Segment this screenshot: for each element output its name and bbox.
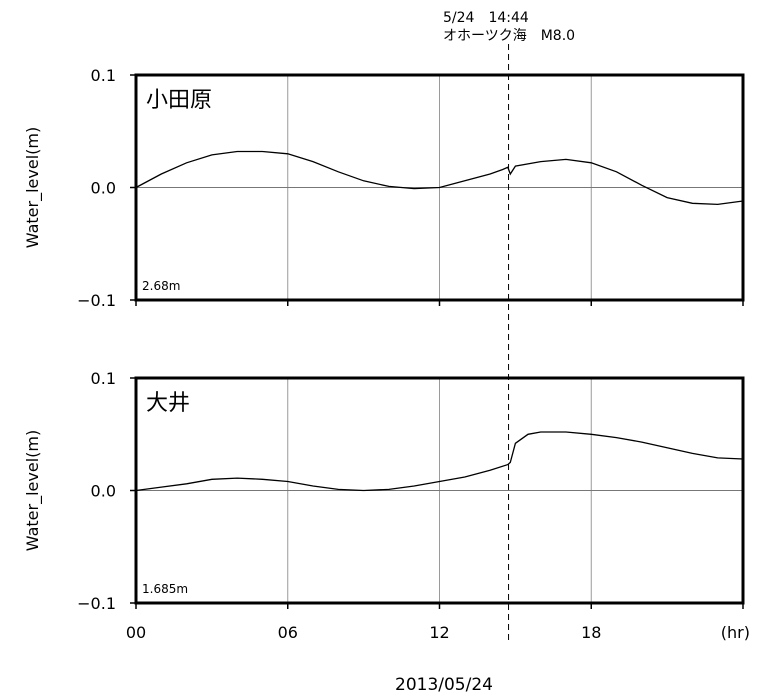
base-level-label: 2.68m	[142, 279, 180, 293]
y-tick-label: −0.1	[77, 594, 116, 613]
y-tick-label: 0.0	[91, 179, 116, 198]
x-tick-label: 06	[278, 623, 298, 642]
y-tick-label: −0.1	[77, 291, 116, 310]
event-time-label: 5/24 14:44	[443, 10, 529, 26]
event-description: オホーツク海 M8.0	[443, 28, 575, 44]
panel-1: 0.1 0.0 −0.1 Water_level(m) 小田原 2.68m	[23, 66, 745, 310]
station-name: 小田原	[146, 88, 212, 113]
station-name: 大井	[146, 391, 190, 416]
x-axis-unit: (hr)	[721, 623, 750, 642]
y-tick-label: 0.1	[91, 369, 116, 388]
x-tick-label: 12	[429, 623, 449, 642]
date-label: 2013/05/24	[395, 675, 493, 695]
water-level-line	[135, 150, 744, 206]
panel-2: 0.1 0.0 −0.1 00 06 12 18 Water_level(m) 大井 1.685m	[23, 369, 745, 642]
water-level-line	[135, 431, 744, 492]
y-tick-label: 0.0	[91, 482, 116, 501]
base-level-label: 1.685m	[142, 582, 188, 596]
y-tick-label: 0.1	[91, 66, 116, 85]
y-axis-label: Water_level(m)	[23, 127, 43, 248]
y-axis-label: Water_level(m)	[23, 430, 43, 551]
x-tick-label: 18	[581, 623, 601, 642]
x-tick-label: 00	[126, 623, 146, 642]
